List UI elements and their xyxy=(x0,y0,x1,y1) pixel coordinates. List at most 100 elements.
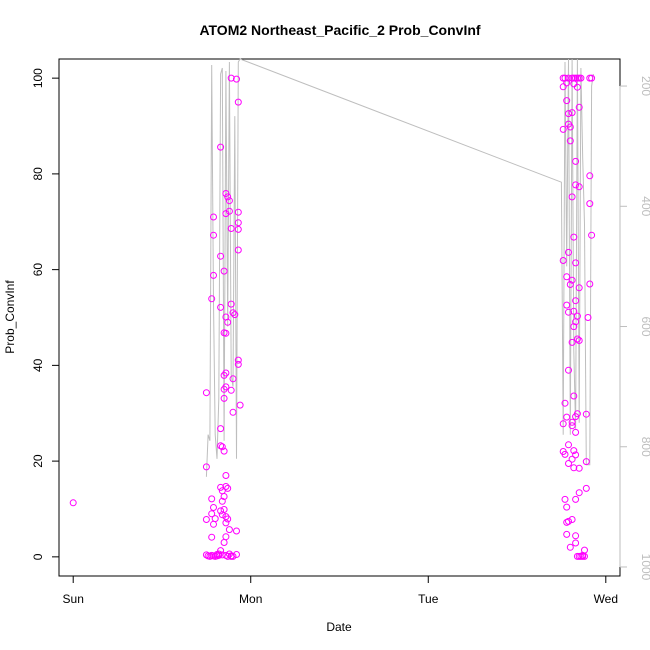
data-point xyxy=(210,520,217,528)
data-point xyxy=(566,543,574,551)
data-point xyxy=(572,539,580,547)
data-point xyxy=(563,530,571,538)
data-point xyxy=(227,225,235,232)
data-point xyxy=(217,483,225,491)
y-tick-label: 20 xyxy=(31,454,45,468)
data-point xyxy=(563,79,571,87)
data-point xyxy=(565,74,572,82)
data-point xyxy=(227,386,235,394)
data-point xyxy=(563,503,571,511)
data-point xyxy=(581,546,588,554)
data-point xyxy=(559,83,567,91)
data-point xyxy=(570,307,578,315)
x-tick-label: Wed xyxy=(594,592,618,606)
data-point xyxy=(570,464,578,472)
data-point xyxy=(202,516,210,523)
y2-tick-label: 1000 xyxy=(639,554,650,581)
data-point xyxy=(224,193,232,201)
axes-layer: Sun Mon Tue Wed 0 20 40 60 80 100 200 400 600 800 1000 xyxy=(31,68,650,606)
data-point xyxy=(225,526,233,534)
data-point xyxy=(588,74,596,82)
data-point xyxy=(566,123,574,131)
data-point xyxy=(229,552,237,560)
data-point xyxy=(69,499,77,507)
data-point xyxy=(234,225,242,233)
data-point xyxy=(575,464,583,472)
data-point xyxy=(563,301,571,309)
data-point xyxy=(227,300,235,308)
data-point xyxy=(210,213,217,221)
data-point xyxy=(217,442,225,450)
data-point xyxy=(224,484,232,492)
data-point xyxy=(211,515,219,523)
data-point xyxy=(573,410,581,418)
data-point xyxy=(229,408,237,416)
data-point xyxy=(573,335,581,343)
data-point xyxy=(573,83,581,91)
data-point xyxy=(575,183,583,191)
x-axis-label: Date xyxy=(326,620,352,634)
data-point xyxy=(224,515,232,523)
y-axis-label: Prob_ConvInf xyxy=(3,280,17,354)
data-point xyxy=(220,493,228,500)
data-point xyxy=(222,519,230,527)
data-point xyxy=(588,231,596,239)
data-point xyxy=(575,103,583,111)
data-point xyxy=(208,295,216,303)
plot-border xyxy=(58,58,621,577)
chart-title: ATOM2 Northeast_Pacific_2 Prob_ConvInf xyxy=(199,22,480,38)
data-point xyxy=(577,74,585,82)
data-point xyxy=(568,276,576,284)
data-point xyxy=(586,200,594,208)
data-point xyxy=(572,297,580,305)
data-point xyxy=(568,516,576,523)
x-tick-label: Sun xyxy=(63,592,84,606)
scatter-points-layer xyxy=(69,74,596,560)
data-point xyxy=(222,369,230,377)
data-point xyxy=(229,375,237,383)
data-point xyxy=(565,441,572,449)
data-point xyxy=(234,356,242,364)
data-point xyxy=(575,284,583,292)
y2-tick-label: 600 xyxy=(639,317,650,337)
data-point xyxy=(227,74,235,82)
data-point xyxy=(561,495,569,503)
data-point xyxy=(568,338,576,346)
data-point xyxy=(570,323,578,331)
y-tick-label: 0 xyxy=(31,553,45,560)
data-point xyxy=(231,311,239,319)
data-point xyxy=(210,504,217,511)
data-point xyxy=(217,547,225,555)
data-point xyxy=(563,97,571,105)
data-point xyxy=(559,420,567,428)
data-point xyxy=(217,303,225,311)
data-point xyxy=(236,401,244,409)
data-point xyxy=(568,422,576,430)
data-point xyxy=(582,410,590,418)
data-point xyxy=(584,314,592,321)
data-point xyxy=(582,458,590,466)
data-point xyxy=(222,210,230,218)
data-point xyxy=(210,271,217,279)
data-point xyxy=(220,447,228,455)
data-point xyxy=(572,181,580,189)
data-point xyxy=(572,451,580,459)
data-point xyxy=(575,489,583,497)
data-point xyxy=(222,383,230,391)
data-point xyxy=(220,506,228,513)
data-point xyxy=(222,190,230,197)
y2-tick-label: 200 xyxy=(639,76,650,96)
data-point xyxy=(217,252,225,260)
data-point xyxy=(208,495,216,503)
data-point xyxy=(565,460,572,467)
data-point xyxy=(565,110,572,118)
data-point xyxy=(217,143,225,151)
data-point xyxy=(572,532,580,540)
data-point xyxy=(234,98,242,106)
data-point xyxy=(559,125,567,133)
series-line-layer xyxy=(205,58,594,477)
data-point xyxy=(572,495,580,503)
data-point xyxy=(572,428,580,436)
data-point xyxy=(220,539,228,546)
